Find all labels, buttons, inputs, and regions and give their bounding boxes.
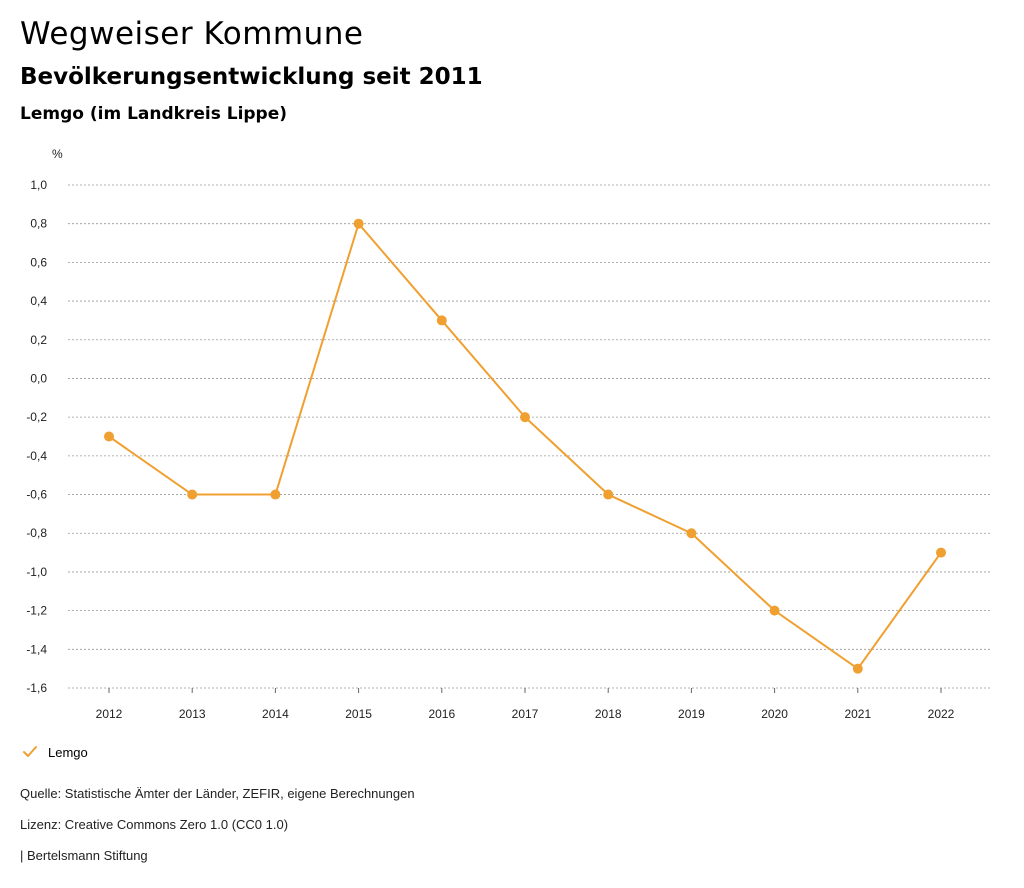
y-tick-label: -0,8 <box>26 526 47 540</box>
y-tick-label: 0,6 <box>30 255 47 269</box>
series-line-lemgo <box>108 222 942 670</box>
x-tick-label: 2016 <box>428 707 455 721</box>
data-point <box>353 218 364 229</box>
legend-label-lemgo: Lemgo <box>48 744 88 760</box>
y-tick-label: 0,4 <box>30 294 47 308</box>
y-tick-label: -1,2 <box>26 604 47 618</box>
y-tick-label: -1,0 <box>26 565 47 579</box>
y-tick-label: 0,2 <box>30 333 47 347</box>
data-point <box>436 315 447 326</box>
y-axis-unit: % <box>52 147 63 161</box>
y-tick-label: -0,4 <box>26 449 47 463</box>
y-tick-label: -0,2 <box>26 410 47 424</box>
chart-subtitle: Bevölkerungsentwicklung seit 2011 <box>20 64 483 90</box>
source-note: Quelle: Statistische Ämter der Länder, Z… <box>20 786 415 801</box>
x-tick-label: 2020 <box>761 707 788 721</box>
data-point <box>686 528 697 539</box>
data-point <box>936 547 946 558</box>
data-point <box>769 605 780 616</box>
license-note: Lizenz: Creative Commons Zero 1.0 (CC0 1… <box>20 817 289 832</box>
line-chart: % 1,0 0,8 0,6 0,4 0,2 0,0 -0,2 -0,4 -0,6 -0,8 -1,0 -… <box>26 147 990 721</box>
data-point <box>520 412 530 423</box>
x-tick-label: 2019 <box>678 707 705 721</box>
y-tick-label: 1,0 <box>30 178 47 192</box>
data-point <box>852 663 863 674</box>
data-point <box>187 489 198 500</box>
data-point <box>104 431 114 442</box>
y-tick-label: 0,8 <box>30 217 47 231</box>
y-tick-label: -1,6 <box>26 681 47 695</box>
x-tick-label: 2017 <box>512 707 539 721</box>
legend[interactable]: Lemgo <box>22 744 88 760</box>
x-tick-label: 2012 <box>96 707 123 721</box>
x-tick-label: 2014 <box>262 707 289 721</box>
page-title: Wegweiser Kommune <box>20 16 364 52</box>
region-label: Lemgo (im Landkreis Lippe) <box>20 104 288 124</box>
x-tick-label: 2018 <box>595 707 622 721</box>
y-tick-label: -0,6 <box>26 488 47 502</box>
organization-note: | Bertelsmann Stiftung <box>20 848 148 863</box>
data-point <box>270 489 281 500</box>
y-tick-label: 0,0 <box>30 371 47 385</box>
x-tick-label: 2013 <box>179 707 206 721</box>
x-tick-label: 2022 <box>928 707 955 721</box>
x-tick-label: 2015 <box>345 707 372 721</box>
y-tick-label: -1,4 <box>26 642 47 656</box>
data-point <box>603 489 614 500</box>
checkmark-icon <box>23 746 37 757</box>
x-tick-label: 2021 <box>844 707 871 721</box>
